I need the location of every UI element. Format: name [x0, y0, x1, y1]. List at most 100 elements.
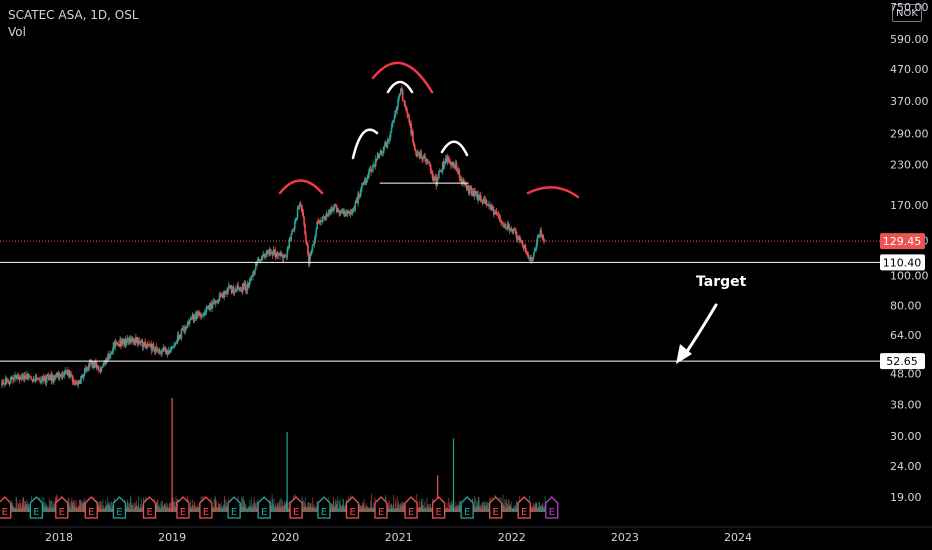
candle-body	[496, 214, 499, 216]
candle-body	[503, 224, 505, 226]
candle-body	[468, 186, 471, 194]
candle-body	[426, 159, 428, 162]
candle-body	[109, 355, 111, 359]
candle-body	[43, 376, 46, 378]
currency-badge[interactable]: NOK	[892, 4, 922, 22]
volume-bar	[251, 504, 253, 512]
candle-body	[367, 174, 370, 179]
volume-bar	[373, 508, 375, 512]
candle-body	[493, 212, 496, 215]
candle-body	[433, 176, 436, 180]
volume-bar	[215, 500, 217, 512]
candle-body	[439, 171, 441, 173]
candle-body	[510, 229, 513, 230]
candle-body	[40, 380, 42, 383]
candle-body	[243, 283, 246, 286]
candle-body	[320, 220, 322, 223]
right-inner-shoulder-arc	[440, 140, 469, 157]
volume-bar	[278, 507, 280, 512]
volume-bar	[538, 502, 540, 512]
candle-body	[242, 283, 244, 292]
candle-body	[403, 100, 406, 106]
candle-body	[138, 340, 141, 342]
candle-body	[225, 291, 227, 294]
candle-body	[268, 252, 270, 255]
candle-body	[77, 380, 79, 385]
volume-bar	[514, 505, 516, 512]
candle-body	[185, 327, 187, 328]
candle-body	[535, 243, 538, 249]
candle-body	[83, 368, 86, 375]
volume-bar	[480, 504, 482, 512]
candle-body	[57, 373, 59, 375]
candle-body	[215, 300, 217, 304]
volume-bar	[100, 501, 102, 512]
candle-body	[174, 343, 176, 346]
candle-body	[423, 155, 425, 158]
candle-body	[354, 202, 357, 210]
candle-body	[147, 343, 149, 345]
candle-body	[306, 242, 308, 245]
candle-body	[542, 234, 544, 241]
candle-body	[96, 364, 98, 369]
candle-body	[13, 376, 15, 381]
volume-bar	[169, 503, 170, 512]
volume-indicator-label[interactable]: Vol	[8, 25, 26, 39]
volume-bar	[127, 499, 129, 512]
candle-body	[108, 353, 110, 359]
volume-bar	[140, 498, 142, 512]
volume-bar	[445, 508, 447, 512]
candle-body	[419, 152, 422, 158]
y-tick-label: 30.00	[890, 430, 922, 443]
candle-body	[257, 259, 260, 261]
candle-body	[445, 158, 448, 162]
volume-bar	[69, 508, 71, 512]
candle-body	[309, 253, 312, 257]
volume-bar	[395, 499, 397, 512]
horizontal-lines	[0, 182, 880, 362]
volume-bar	[103, 505, 104, 512]
volume-bar	[344, 508, 346, 512]
candle-body	[348, 211, 350, 213]
candle-body	[312, 244, 315, 245]
volume-bar	[337, 496, 339, 512]
candle-body	[233, 291, 236, 293]
candle-body	[409, 122, 411, 124]
candle-body	[467, 185, 469, 190]
volume-bar	[273, 498, 275, 512]
volume-bar	[336, 501, 338, 512]
volume-bar	[510, 501, 512, 512]
candle-body	[51, 375, 53, 381]
candle-body	[16, 378, 18, 379]
candle-body	[373, 164, 375, 166]
candle-body	[467, 185, 470, 194]
volume-bar	[98, 504, 99, 512]
volume-bar	[487, 508, 489, 512]
candle-body	[118, 345, 120, 347]
candle-body	[251, 276, 253, 277]
candle-body	[103, 362, 105, 364]
volume-bar	[475, 507, 477, 512]
volume-bar	[69, 502, 71, 512]
candle-body	[140, 340, 143, 343]
volume-bar	[304, 507, 306, 512]
candle-body	[499, 218, 502, 221]
candle-body	[466, 185, 468, 190]
volume-bar	[134, 506, 136, 512]
volume-bar	[452, 502, 454, 512]
volume-bar	[302, 500, 304, 512]
candle-body	[50, 374, 53, 381]
volume-bar	[339, 504, 341, 512]
volume-bar	[49, 507, 51, 512]
candle-body	[163, 347, 166, 349]
volume-bar	[511, 508, 513, 512]
candle-body	[534, 248, 537, 250]
volume-bar	[507, 498, 509, 512]
volume-bar	[515, 508, 517, 512]
support-price-label: 110.40	[883, 256, 922, 269]
candle-body	[308, 253, 310, 265]
candle-body	[512, 228, 515, 233]
volume-bar	[214, 508, 215, 512]
candle-body	[203, 312, 206, 314]
